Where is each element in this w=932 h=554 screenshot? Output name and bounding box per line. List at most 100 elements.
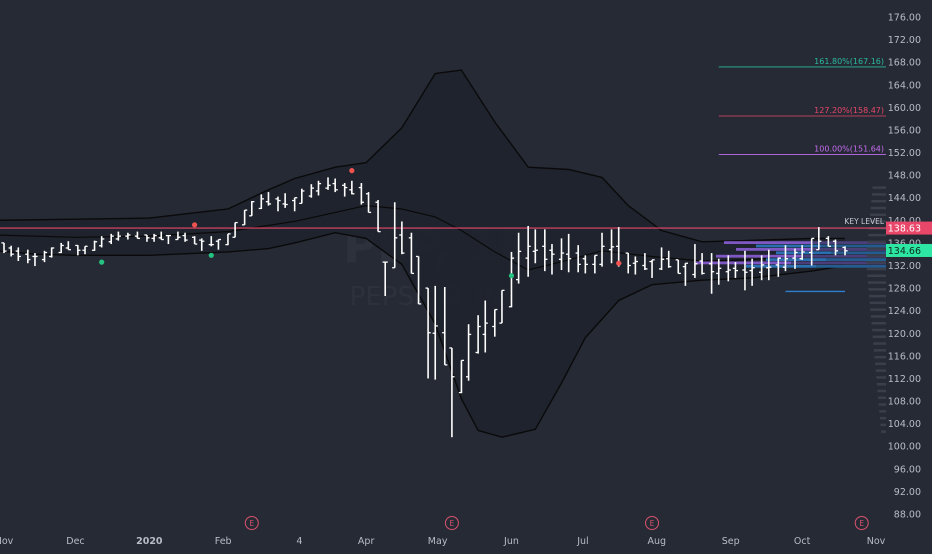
price-labels: 138.63 134.66 bbox=[886, 221, 932, 257]
signal-dot-green bbox=[99, 259, 105, 265]
volume-profile-bar-4 bbox=[716, 254, 801, 258]
price-tick-label: 132.00 bbox=[888, 261, 921, 272]
volume-profile-bar-right-5 bbox=[826, 258, 886, 261]
price-bar bbox=[99, 236, 105, 248]
time-tick-label: Aug bbox=[648, 536, 667, 547]
fib-label-2: 100.00%(151.64) bbox=[814, 145, 884, 154]
last-price-text: 134.66 bbox=[888, 246, 921, 257]
price-bar bbox=[675, 259, 681, 275]
price-tick-label: 100.00 bbox=[888, 442, 921, 453]
price-bar bbox=[492, 308, 498, 337]
earnings-marker[interactable]: E bbox=[244, 516, 259, 530]
volume-profile-gray-23 bbox=[873, 342, 886, 345]
volume-profile-gray-8 bbox=[867, 240, 886, 244]
price-bar bbox=[242, 209, 248, 226]
price-bar bbox=[349, 180, 355, 195]
price-bar bbox=[299, 188, 305, 205]
signal-dot-red bbox=[349, 168, 355, 174]
earnings-marker[interactable]: E bbox=[854, 516, 869, 530]
price-bar bbox=[832, 239, 839, 256]
volume-profile-gray-14 bbox=[867, 281, 886, 284]
price-tick-label: 136.00 bbox=[888, 238, 921, 249]
price-bar bbox=[825, 236, 831, 247]
price-bar bbox=[608, 229, 615, 264]
price-bar bbox=[182, 232, 188, 242]
volume-profile-gray-24 bbox=[873, 349, 886, 352]
volume-profile-bar-2 bbox=[736, 248, 811, 251]
volume-profile-gray-11 bbox=[866, 261, 886, 264]
earnings-marker[interactable]: E bbox=[645, 516, 660, 530]
earnings-marker[interactable]: E bbox=[444, 516, 459, 530]
price-bar bbox=[199, 238, 205, 251]
price-bar bbox=[144, 234, 150, 242]
price-bar bbox=[499, 289, 505, 324]
price-bar bbox=[792, 248, 798, 269]
price-bar bbox=[442, 286, 448, 366]
price-bar bbox=[192, 236, 198, 245]
price-tick-label: 112.00 bbox=[888, 374, 921, 385]
price-bar bbox=[782, 245, 789, 272]
volume-profile-bar-3 bbox=[776, 251, 831, 255]
volume-profile-bar-right-6 bbox=[791, 261, 886, 265]
price-axis[interactable]: 88.00 92.00 96.00 100.00 104.00 108.00 112.00 1… bbox=[888, 13, 921, 521]
price-bar bbox=[315, 180, 322, 196]
volume-profile-gray-0 bbox=[872, 186, 886, 189]
volume-profile-bar-right-4 bbox=[801, 254, 886, 258]
price-bars bbox=[1, 177, 848, 438]
price-bar bbox=[809, 237, 815, 266]
volume-profile-gray-29 bbox=[876, 383, 886, 386]
key-level-price-text: 138.63 bbox=[888, 224, 921, 235]
price-bar bbox=[375, 199, 381, 233]
price-bar bbox=[225, 233, 231, 246]
band-fill bbox=[0, 70, 845, 438]
price-bar bbox=[342, 183, 348, 197]
volume-profile-gray-9 bbox=[867, 247, 886, 250]
price-bar bbox=[692, 244, 698, 278]
time-tick-label: Nov bbox=[867, 536, 886, 547]
time-axis[interactable]: Nov Dec 2020 Feb 4 Apr May Jun Jul Aug Sep Oct Nov bbox=[0, 536, 886, 547]
time-tick-label: Jul bbox=[576, 536, 588, 547]
price-bar bbox=[258, 194, 264, 210]
price-bar bbox=[82, 245, 88, 255]
price-bar bbox=[475, 315, 481, 354]
price-bar bbox=[766, 249, 772, 281]
price-bar bbox=[432, 285, 438, 380]
volume-profile-gray-3 bbox=[870, 206, 886, 210]
time-tick-label: Feb bbox=[215, 536, 232, 547]
price-tick-label: 140.00 bbox=[888, 216, 921, 227]
price-bar bbox=[449, 347, 455, 438]
price-bar bbox=[151, 233, 157, 242]
price-bar bbox=[25, 249, 31, 264]
price-bar bbox=[749, 258, 755, 286]
volume-profile-gray-12 bbox=[866, 267, 886, 271]
signal-dot-green bbox=[508, 273, 515, 279]
price-bar bbox=[699, 253, 705, 275]
price-bar bbox=[382, 261, 388, 296]
price-bar bbox=[308, 184, 314, 198]
price-bar bbox=[108, 233, 114, 245]
price-bar bbox=[165, 234, 171, 245]
earnings-marker-label: E bbox=[249, 519, 254, 528]
price-bar bbox=[91, 240, 98, 251]
price-bar bbox=[709, 253, 715, 294]
price-bar bbox=[8, 245, 14, 257]
price-bar bbox=[158, 231, 164, 241]
time-tick-label: Apr bbox=[358, 536, 375, 547]
price-bar bbox=[625, 252, 631, 274]
price-tick-label: 176.00 bbox=[888, 13, 921, 24]
price-bar bbox=[134, 231, 141, 240]
volume-profile-gray-19 bbox=[870, 315, 886, 318]
volume-profile-bar-right-1 bbox=[821, 244, 886, 248]
price-tick-label: 164.00 bbox=[888, 80, 921, 91]
price-bar bbox=[732, 262, 739, 278]
time-tick-label: Oct bbox=[794, 536, 811, 547]
price-tick-label: 144.00 bbox=[888, 193, 921, 204]
volume-profile-gray-33 bbox=[879, 410, 886, 413]
price-bar bbox=[458, 359, 465, 394]
fib-label-1: 127.20%(158.47) bbox=[814, 106, 884, 115]
time-tick-label: 4 bbox=[296, 536, 302, 547]
volume-profile-gray-32 bbox=[878, 403, 886, 406]
